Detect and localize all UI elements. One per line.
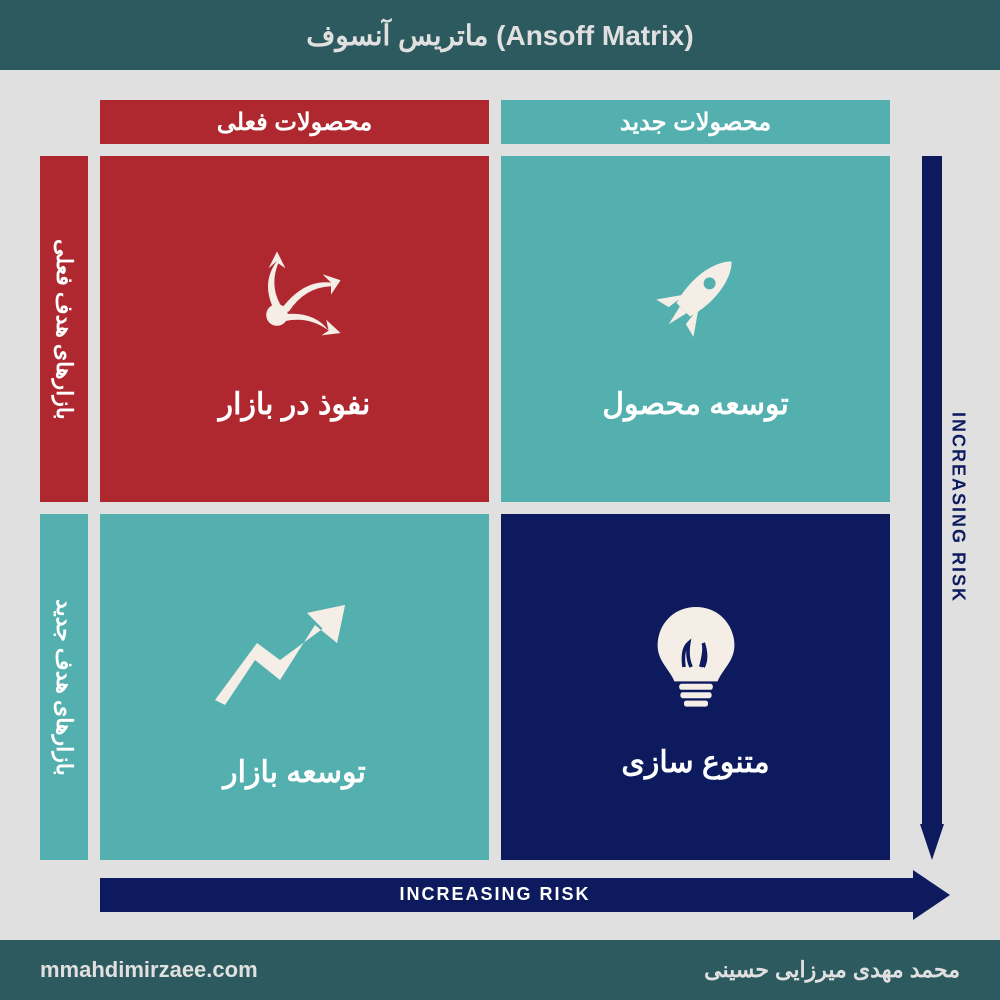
spread-icon — [235, 237, 355, 357]
page-title: ماتریس آنسوف (Ansoff Matrix) — [306, 19, 693, 52]
page-footer: mmahdimirzaee.com محمد مهدی میرزایی حسین… — [0, 940, 1000, 1000]
footer-author: محمد مهدی میرزایی حسینی — [704, 957, 960, 983]
matrix-grid: محصولات فعلی محصولات جدید — [100, 100, 890, 860]
footer-website: mmahdimirzaee.com — [40, 957, 258, 983]
column-headers: محصولات فعلی محصولات جدید — [100, 100, 890, 144]
row-label-new-markets: بازارهای هدف جدید — [40, 514, 88, 860]
risk-label-vertical: INCREASING RISK — [946, 156, 970, 860]
quad-market-development: توسعه بازار — [100, 514, 489, 860]
quadrants: نفوذ در بازار توسعه مح — [100, 156, 890, 860]
risk-arrow-vertical: INCREASING RISK — [920, 156, 970, 860]
quad-market-penetration: نفوذ در بازار — [100, 156, 489, 502]
quad-diversification: متنوع سازی — [501, 514, 890, 860]
rocket-icon — [636, 237, 756, 357]
row-labels: بازارهای هدف فعلی بازارهای هدف جدید — [40, 156, 88, 860]
page-header: ماتریس آنسوف (Ansoff Matrix) — [0, 0, 1000, 70]
growth-icon — [215, 585, 375, 725]
quad-label: توسعه بازار — [223, 755, 366, 790]
bulb-icon — [636, 595, 756, 715]
risk-label-horizontal: INCREASING RISK — [100, 884, 890, 905]
matrix-container: بازارهای هدف فعلی بازارهای هدف جدید محصو… — [0, 70, 1000, 940]
col-header-current-products: محصولات فعلی — [100, 100, 489, 144]
quad-label: نفوذ در بازار — [219, 387, 371, 422]
quad-label: متنوع سازی — [621, 745, 769, 780]
risk-arrow-horizontal: INCREASING RISK — [100, 870, 950, 920]
row-label-current-markets: بازارهای هدف فعلی — [40, 156, 88, 502]
quad-label: توسعه محصول — [602, 387, 789, 422]
col-header-new-products: محصولات جدید — [501, 100, 890, 144]
quad-product-development: توسعه محصول — [501, 156, 890, 502]
